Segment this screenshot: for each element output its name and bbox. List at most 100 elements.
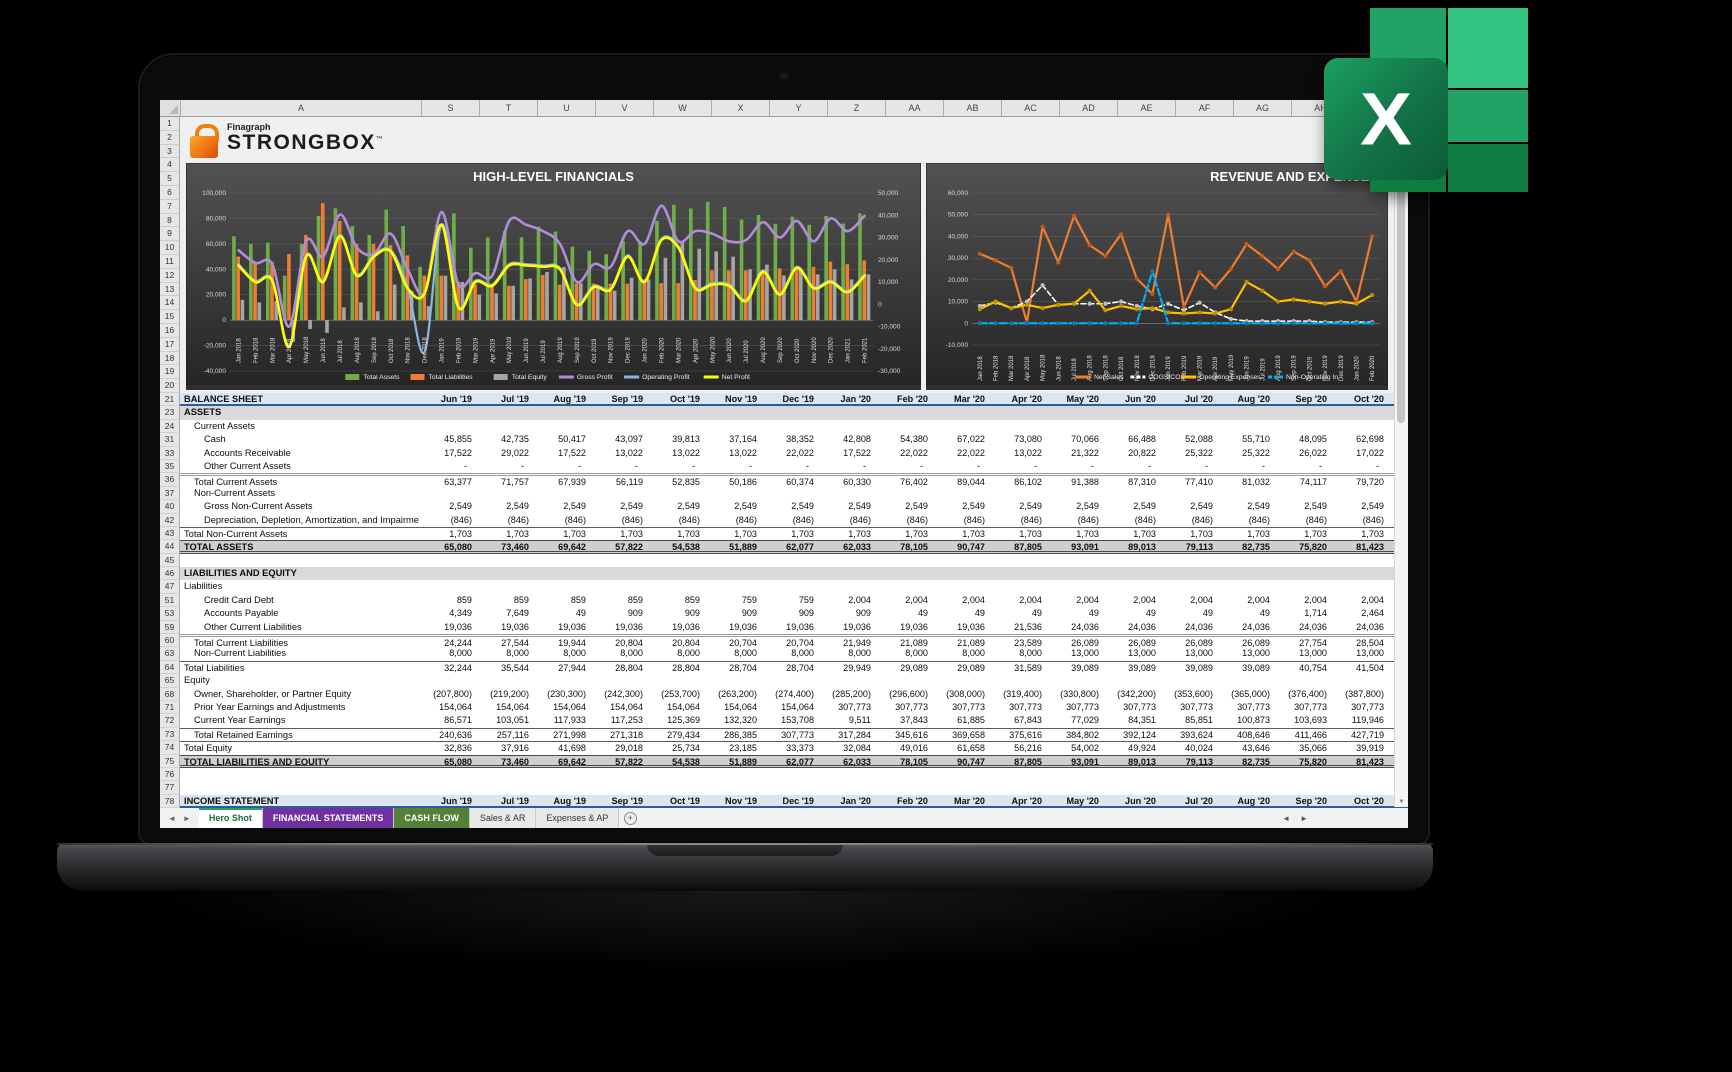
cell[interactable]: -	[463, 460, 467, 471]
cell[interactable]: 85,851	[1185, 715, 1213, 726]
cell[interactable]: (230,300)	[547, 688, 586, 699]
row-number-15[interactable]: 15	[160, 310, 180, 324]
cell[interactable]: 2,004	[1304, 594, 1327, 605]
cell[interactable]: 43,097	[615, 434, 643, 445]
cell[interactable]: Jun '20	[1125, 394, 1156, 404]
cell[interactable]: 61,885	[957, 715, 985, 726]
cell[interactable]: 49	[974, 608, 985, 619]
cell[interactable]: 17,522	[444, 447, 472, 458]
cell[interactable]: 24,036	[1242, 621, 1270, 632]
sheet-tab-expenses-ap[interactable]: Expenses & AP	[536, 808, 620, 828]
cell[interactable]: 54,380	[900, 434, 928, 445]
row-number-13[interactable]: 13	[160, 282, 180, 297]
cell[interactable]: 117,933	[553, 715, 586, 726]
cell[interactable]: Dec '19	[782, 394, 815, 404]
revenue-expenses-chart[interactable]: -10,000 0 10,000 20,000 30,000 40,000 50,000 60…	[925, 162, 1389, 390]
cell[interactable]: 2,004	[1019, 594, 1042, 605]
cell[interactable]: Oct '19	[670, 795, 700, 806]
cell[interactable]: 87,310	[1128, 477, 1156, 488]
cell[interactable]: 1,703	[1076, 528, 1099, 539]
row-number-73[interactable]: 73	[160, 727, 180, 742]
row-number-7[interactable]: 7	[160, 199, 180, 214]
row-label[interactable]: Depreciation, Depletion, Amortization, a…	[204, 514, 419, 525]
row-label[interactable]: Total Retained Earnings	[194, 729, 293, 740]
cell[interactable]: 48,095	[1299, 434, 1327, 445]
cell[interactable]: 393,624	[1180, 729, 1213, 740]
cell[interactable]: 57,822	[615, 542, 643, 553]
cell[interactable]: (846)	[963, 514, 985, 525]
cell[interactable]: 54,538	[672, 756, 700, 767]
cell[interactable]: 13,000	[1128, 648, 1156, 659]
cell[interactable]: 2,004	[1076, 594, 1099, 605]
cell[interactable]: 67,022	[957, 434, 985, 445]
row-number-53[interactable]: 53	[160, 607, 180, 621]
cell[interactable]: 42,808	[843, 434, 871, 445]
cell[interactable]: 1,703	[1190, 528, 1213, 539]
cell[interactable]: 13,022	[672, 447, 700, 458]
cell[interactable]: 103,693	[1294, 715, 1327, 726]
cell[interactable]: 307,773	[1180, 701, 1213, 712]
cell[interactable]: Jul '20	[1185, 795, 1213, 806]
cell[interactable]: 8,000	[677, 648, 700, 659]
cell[interactable]: 19,036	[672, 621, 700, 632]
cell[interactable]: Jan '20	[840, 795, 871, 806]
cell[interactable]: 54,538	[672, 542, 700, 553]
column-header-Z[interactable]: Z	[828, 100, 886, 116]
cell[interactable]: 13,022	[615, 447, 643, 458]
cell[interactable]: 17,522	[558, 447, 586, 458]
cell[interactable]: Aug '20	[1237, 394, 1270, 404]
cell[interactable]: 89,013	[1128, 542, 1156, 553]
cell[interactable]: -	[577, 460, 581, 471]
cell[interactable]: 307,773	[895, 701, 928, 712]
cell[interactable]: 307,773	[1237, 701, 1270, 712]
cell[interactable]: Sep '20	[1295, 795, 1327, 806]
cell[interactable]: 27,544	[501, 638, 529, 649]
cell[interactable]: 20,704	[729, 638, 757, 649]
cell[interactable]: 8,000	[848, 648, 871, 659]
cell[interactable]: 24,036	[1071, 621, 1099, 632]
vertical-scrollbar[interactable]: ▼	[1394, 117, 1408, 807]
cell[interactable]: Jun '20	[1125, 795, 1156, 806]
cell[interactable]: 39,089	[1071, 662, 1099, 673]
row-label[interactable]: Cash	[204, 434, 226, 445]
cell[interactable]: 26,022	[1299, 447, 1327, 458]
row-label[interactable]: LIABILITIES AND EQUITY	[184, 568, 297, 579]
cell[interactable]: (846)	[1362, 514, 1384, 525]
cell[interactable]: 56,119	[615, 477, 643, 488]
cell[interactable]: Feb '20	[897, 795, 928, 806]
cell[interactable]: 759	[798, 594, 814, 605]
cell[interactable]: 38,352	[786, 434, 814, 445]
row-label[interactable]: Owner, Shareholder, or Partner Equity	[194, 688, 352, 699]
row-number-42[interactable]: 42	[160, 513, 180, 527]
cell[interactable]: 41,504	[1356, 662, 1384, 673]
cell[interactable]: 2,549	[1304, 501, 1327, 512]
cell[interactable]: (846)	[1248, 514, 1270, 525]
row-number-51[interactable]: 51	[160, 593, 180, 608]
cell[interactable]: 52,835	[672, 477, 700, 488]
cell[interactable]: 1,703	[848, 528, 871, 539]
cell[interactable]: 25,734	[672, 743, 700, 754]
column-header-X[interactable]: X	[712, 100, 770, 116]
cell[interactable]: 119,946	[1351, 715, 1384, 726]
cell[interactable]: 51,889	[729, 542, 757, 553]
cell[interactable]: 427,719	[1351, 729, 1384, 740]
cell[interactable]: 24,036	[1185, 621, 1213, 632]
cell[interactable]: 2,549	[677, 501, 700, 512]
cell[interactable]: 49	[575, 608, 586, 619]
cell[interactable]: 13,000	[1299, 648, 1327, 659]
cell[interactable]: 79,113	[1185, 756, 1213, 767]
cell[interactable]: 39,089	[1185, 662, 1213, 673]
cell[interactable]: 21,536	[1014, 621, 1042, 632]
cell[interactable]: Jan '20	[840, 394, 871, 404]
cell[interactable]: 22,022	[957, 447, 985, 458]
row-number-2[interactable]: 2	[160, 130, 180, 145]
row-number-4[interactable]: 4	[160, 158, 180, 173]
cell[interactable]: 49,924	[1128, 743, 1156, 754]
cell[interactable]: 2,549	[1019, 501, 1042, 512]
cell[interactable]: 66,488	[1128, 434, 1156, 445]
cell[interactable]: 2,549	[905, 501, 928, 512]
row-label[interactable]: Current Assets	[194, 420, 255, 431]
cell[interactable]: 82,735	[1242, 542, 1270, 553]
cell[interactable]: 19,036	[615, 621, 643, 632]
cell[interactable]: 2,549	[962, 501, 985, 512]
